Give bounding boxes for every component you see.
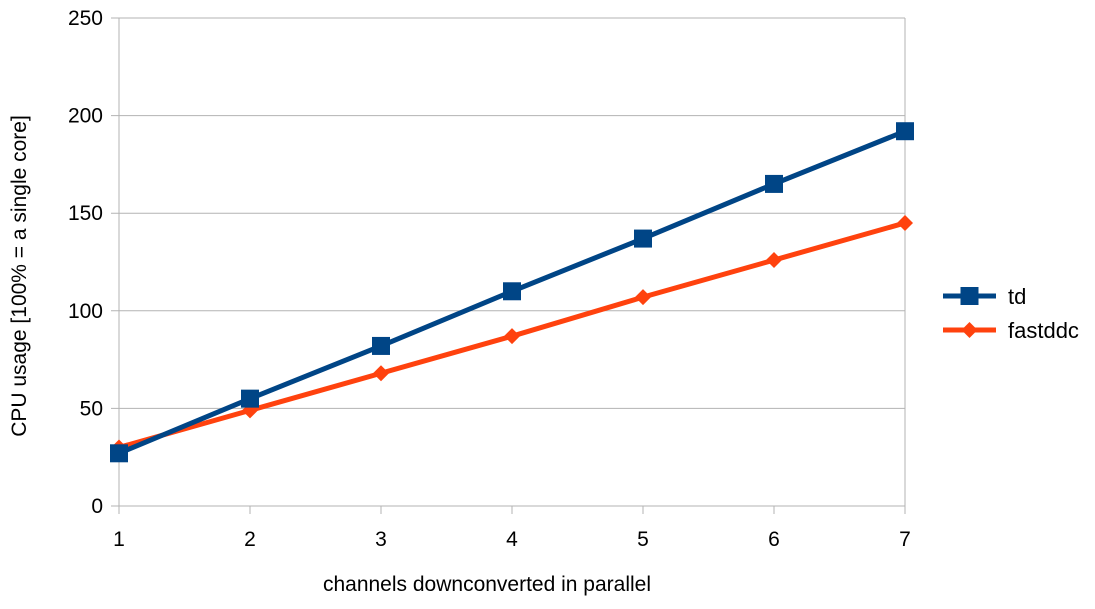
y-tick-labels: 0 50 100 150 200 250: [68, 7, 103, 518]
y-tick-label: 150: [68, 202, 103, 225]
series-td: [110, 122, 914, 463]
data-point-fastddc: [766, 252, 782, 269]
x-tick-label: 1: [113, 528, 125, 551]
series: [110, 122, 914, 463]
y-tick-label: 100: [68, 300, 103, 323]
series-fastddc: [111, 214, 913, 456]
legend-item-td: td: [943, 284, 1026, 309]
data-point-td: [241, 389, 259, 408]
x-tick-label: 6: [768, 528, 780, 551]
y-tick-label: 200: [68, 105, 103, 128]
legend-marker: [961, 322, 978, 338]
x-tick-label: 5: [637, 528, 649, 551]
legend-label: td: [1008, 284, 1026, 309]
legend-item-fastddc: fastddc: [943, 318, 1079, 343]
legend: td fastddc: [943, 284, 1079, 343]
y-axis-title: CPU usage [100% = a single core]: [8, 115, 31, 437]
data-point-td: [110, 444, 128, 463]
data-point-fastddc: [504, 328, 520, 345]
x-tick-label: 2: [244, 528, 256, 551]
legend-label: fastddc: [1008, 318, 1079, 343]
axes: [118, 18, 906, 514]
y-tick-label: 0: [91, 495, 103, 518]
y-tick-label: 250: [68, 7, 103, 30]
data-point-td: [765, 174, 783, 193]
data-point-fastddc: [373, 365, 389, 382]
data-point-td: [896, 122, 914, 141]
data-point-td: [503, 282, 521, 301]
x-tick-labels: 1 2 3 4 5 6 7: [113, 528, 911, 551]
x-axis-title: channels downconverted in parallel: [323, 573, 651, 596]
data-point-td: [634, 229, 652, 248]
data-point-fastddc: [897, 214, 913, 231]
y-tick-label: 50: [80, 397, 103, 420]
x-tick-label: 7: [899, 528, 911, 551]
grid-lines: [111, 17, 905, 507]
x-tick-label: 4: [506, 528, 518, 551]
x-tick-label: 3: [375, 528, 387, 551]
data-point-td: [372, 336, 390, 355]
legend-marker: [960, 287, 979, 305]
data-point-fastddc: [635, 289, 651, 306]
